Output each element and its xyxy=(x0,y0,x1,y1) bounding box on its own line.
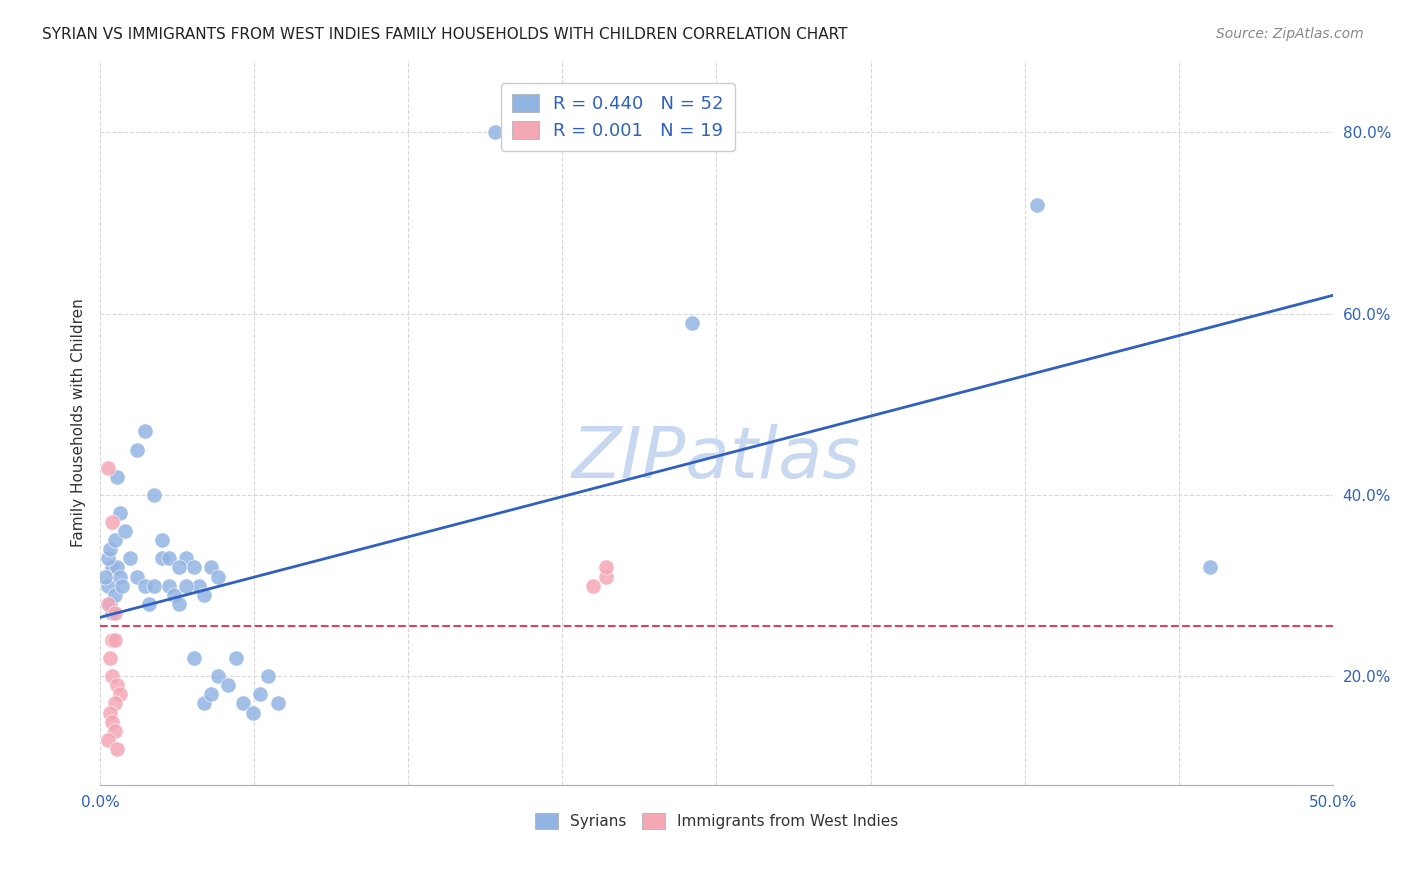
Point xyxy=(96,597,118,611)
Point xyxy=(157,578,180,592)
Point xyxy=(225,651,247,665)
Point xyxy=(150,533,173,548)
Point xyxy=(134,425,156,439)
Text: ZIPatlas: ZIPatlas xyxy=(572,424,860,493)
Point xyxy=(104,723,127,738)
Point xyxy=(232,697,254,711)
Point xyxy=(101,632,124,647)
Point xyxy=(127,569,149,583)
Point xyxy=(101,714,124,729)
Point xyxy=(111,578,134,592)
Point xyxy=(187,578,209,592)
Point xyxy=(1198,560,1220,574)
Point xyxy=(98,706,121,720)
Point xyxy=(104,588,127,602)
Point xyxy=(101,515,124,529)
Point xyxy=(98,597,121,611)
Point xyxy=(104,606,127,620)
Point xyxy=(96,460,118,475)
Point xyxy=(167,597,190,611)
Point xyxy=(256,669,278,683)
Point xyxy=(176,578,198,592)
Point xyxy=(163,588,186,602)
Point xyxy=(96,578,118,592)
Point xyxy=(114,524,136,538)
Point xyxy=(104,697,127,711)
Point xyxy=(595,569,617,583)
Point xyxy=(98,651,121,665)
Point xyxy=(138,597,160,611)
Point xyxy=(98,542,121,557)
Point xyxy=(150,551,173,566)
Legend: Syrians, Immigrants from West Indies: Syrians, Immigrants from West Indies xyxy=(529,807,904,836)
Y-axis label: Family Households with Children: Family Households with Children xyxy=(72,298,86,547)
Point xyxy=(157,551,180,566)
Point xyxy=(104,533,127,548)
Point xyxy=(105,560,128,574)
Point xyxy=(242,706,264,720)
Point xyxy=(134,578,156,592)
Point xyxy=(217,678,239,692)
Point xyxy=(249,687,271,701)
Text: SYRIAN VS IMMIGRANTS FROM WEST INDIES FAMILY HOUSEHOLDS WITH CHILDREN CORRELATIO: SYRIAN VS IMMIGRANTS FROM WEST INDIES FA… xyxy=(42,27,848,42)
Point xyxy=(108,506,131,520)
Point xyxy=(108,569,131,583)
Point xyxy=(582,578,605,592)
Point xyxy=(207,669,229,683)
Point xyxy=(143,578,166,592)
Text: Source: ZipAtlas.com: Source: ZipAtlas.com xyxy=(1216,27,1364,41)
Point xyxy=(484,125,506,139)
Point xyxy=(200,687,222,701)
Point xyxy=(207,569,229,583)
Point xyxy=(1026,197,1049,211)
Point xyxy=(94,569,117,583)
Point xyxy=(193,588,215,602)
Point xyxy=(595,560,617,574)
Point xyxy=(193,697,215,711)
Point xyxy=(105,469,128,483)
Point xyxy=(96,732,118,747)
Point xyxy=(101,560,124,574)
Point xyxy=(183,651,205,665)
Point xyxy=(681,316,703,330)
Point xyxy=(127,442,149,457)
Point xyxy=(266,697,288,711)
Point xyxy=(176,551,198,566)
Point xyxy=(200,560,222,574)
Point xyxy=(105,678,128,692)
Point xyxy=(108,687,131,701)
Point xyxy=(101,669,124,683)
Point xyxy=(167,560,190,574)
Point xyxy=(183,560,205,574)
Point xyxy=(105,741,128,756)
Point xyxy=(143,488,166,502)
Point xyxy=(96,551,118,566)
Point xyxy=(118,551,141,566)
Point xyxy=(101,606,124,620)
Point xyxy=(104,632,127,647)
